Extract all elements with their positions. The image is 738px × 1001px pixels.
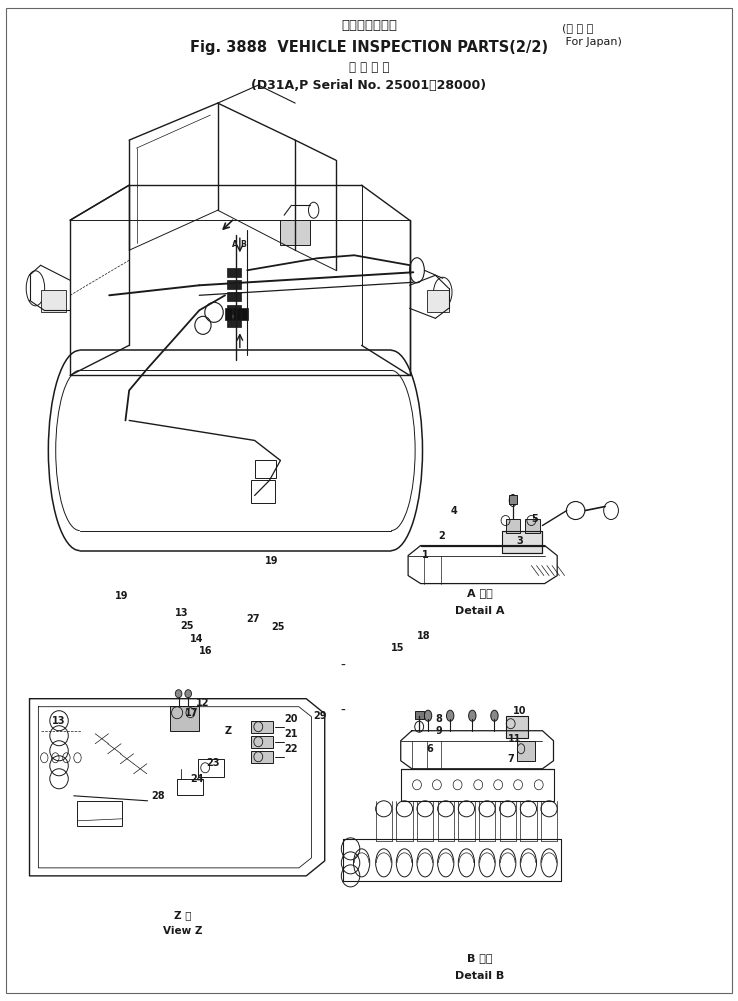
Bar bbox=[227, 268, 241, 277]
Text: 22: 22 bbox=[284, 744, 297, 754]
Bar bbox=[427, 290, 449, 312]
Bar bbox=[233, 308, 241, 320]
Bar bbox=[415, 711, 424, 719]
Text: 12: 12 bbox=[196, 698, 209, 708]
Text: 29: 29 bbox=[314, 711, 327, 721]
Text: 19: 19 bbox=[115, 591, 128, 601]
Text: 適 用 号 機: 適 用 号 機 bbox=[349, 61, 389, 73]
Text: 車　検　部　品: 車 検 部 品 bbox=[341, 19, 397, 31]
Text: Detail A: Detail A bbox=[455, 606, 505, 616]
Text: Z: Z bbox=[225, 726, 232, 736]
Text: 5: 5 bbox=[531, 514, 538, 524]
Bar bbox=[77, 801, 122, 826]
Text: 17: 17 bbox=[184, 708, 198, 718]
Text: Fig. 3888  VEHICLE INSPECTION PARTS(2/2): Fig. 3888 VEHICLE INSPECTION PARTS(2/2) bbox=[190, 40, 548, 54]
Text: A: A bbox=[232, 240, 238, 248]
Text: 25: 25 bbox=[272, 622, 285, 632]
Text: 1: 1 bbox=[422, 550, 429, 560]
Text: 6: 6 bbox=[427, 744, 433, 754]
Bar bbox=[198, 759, 224, 777]
Bar bbox=[251, 480, 275, 503]
Bar bbox=[502, 531, 542, 553]
Bar bbox=[227, 305, 241, 314]
Text: 21: 21 bbox=[284, 729, 297, 739]
Bar bbox=[251, 751, 273, 763]
Text: B: B bbox=[241, 240, 246, 248]
Bar bbox=[41, 290, 66, 312]
Ellipse shape bbox=[424, 710, 432, 721]
Text: 28: 28 bbox=[151, 791, 165, 801]
Text: 23: 23 bbox=[207, 758, 220, 768]
Text: Z 視: Z 視 bbox=[174, 910, 192, 920]
Ellipse shape bbox=[509, 494, 517, 507]
Text: 27: 27 bbox=[246, 614, 260, 624]
Bar bbox=[251, 736, 273, 748]
Bar bbox=[225, 308, 232, 320]
Bar bbox=[506, 519, 520, 533]
Bar bbox=[251, 721, 273, 733]
Ellipse shape bbox=[175, 690, 182, 698]
Bar bbox=[227, 318, 241, 327]
Text: -: - bbox=[341, 704, 345, 718]
Text: 25: 25 bbox=[180, 621, 193, 631]
Bar bbox=[170, 706, 199, 731]
Bar bbox=[525, 519, 540, 533]
Text: 4: 4 bbox=[451, 506, 458, 516]
Text: 14: 14 bbox=[190, 634, 203, 644]
Ellipse shape bbox=[184, 690, 192, 698]
Bar bbox=[227, 280, 241, 289]
Ellipse shape bbox=[446, 710, 454, 721]
Text: -: - bbox=[341, 659, 345, 673]
Ellipse shape bbox=[491, 710, 498, 721]
Bar bbox=[177, 779, 203, 795]
Text: 16: 16 bbox=[199, 646, 213, 656]
Text: 2: 2 bbox=[438, 531, 445, 541]
Bar bbox=[280, 220, 310, 245]
Text: 15: 15 bbox=[391, 643, 404, 653]
Text: A 詳細: A 詳細 bbox=[467, 588, 492, 598]
Text: View Z: View Z bbox=[163, 926, 203, 936]
Text: 24: 24 bbox=[190, 774, 204, 784]
Bar bbox=[241, 308, 248, 320]
Text: 13: 13 bbox=[175, 608, 188, 618]
Text: 20: 20 bbox=[284, 714, 297, 724]
Bar bbox=[506, 716, 528, 738]
Ellipse shape bbox=[469, 710, 476, 721]
Bar bbox=[509, 495, 517, 504]
Text: B 詳細: B 詳細 bbox=[467, 953, 492, 963]
Bar bbox=[517, 741, 535, 761]
Text: Detail B: Detail B bbox=[455, 971, 504, 981]
Text: (D31A,P Serial No. 25001～28000): (D31A,P Serial No. 25001～28000) bbox=[252, 79, 486, 91]
Text: 9: 9 bbox=[435, 726, 442, 736]
Bar bbox=[227, 292, 241, 301]
Text: 19: 19 bbox=[265, 556, 278, 566]
Text: 10: 10 bbox=[513, 706, 526, 716]
Text: 11: 11 bbox=[508, 734, 521, 744]
Text: (国 内 向: (国 内 向 bbox=[562, 23, 593, 33]
Bar bbox=[255, 460, 276, 478]
Text: 18: 18 bbox=[417, 631, 430, 641]
Text: For Japan): For Japan) bbox=[562, 37, 622, 47]
Text: 3: 3 bbox=[517, 536, 523, 546]
Text: 8: 8 bbox=[435, 714, 442, 724]
Text: 13: 13 bbox=[52, 716, 65, 726]
Text: 7: 7 bbox=[508, 754, 514, 764]
